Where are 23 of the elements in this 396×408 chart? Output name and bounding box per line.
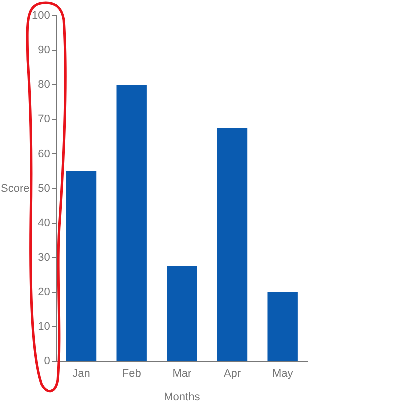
- bar: [167, 266, 198, 362]
- x-tick-label: May: [272, 368, 294, 380]
- y-tick-label: 30: [38, 252, 50, 264]
- y-tick-label: 80: [38, 79, 50, 92]
- y-tick-label: 50: [38, 182, 50, 195]
- x-axis-title: Months: [164, 391, 201, 404]
- y-tick-label: 20: [38, 286, 50, 299]
- y-tick-label: 0: [44, 356, 50, 368]
- x-tick-label: Apr: [224, 368, 242, 380]
- y-tick-label: 40: [38, 217, 50, 230]
- bar: [66, 172, 97, 362]
- bar: [217, 128, 248, 362]
- y-tick-label: 90: [38, 44, 50, 57]
- y-tick-label: 100: [32, 10, 50, 22]
- y-tick-label: 60: [38, 148, 50, 160]
- x-tick-label: Jan: [72, 368, 90, 380]
- y-axis-title: Score: [1, 182, 30, 195]
- x-tick-label: Feb: [122, 368, 142, 380]
- x-tick-label: Mar: [172, 368, 192, 380]
- y-tick-label: 10: [38, 321, 50, 334]
- bar: [116, 85, 147, 362]
- bar: [268, 292, 298, 362]
- y-tick-label: 70: [38, 114, 50, 126]
